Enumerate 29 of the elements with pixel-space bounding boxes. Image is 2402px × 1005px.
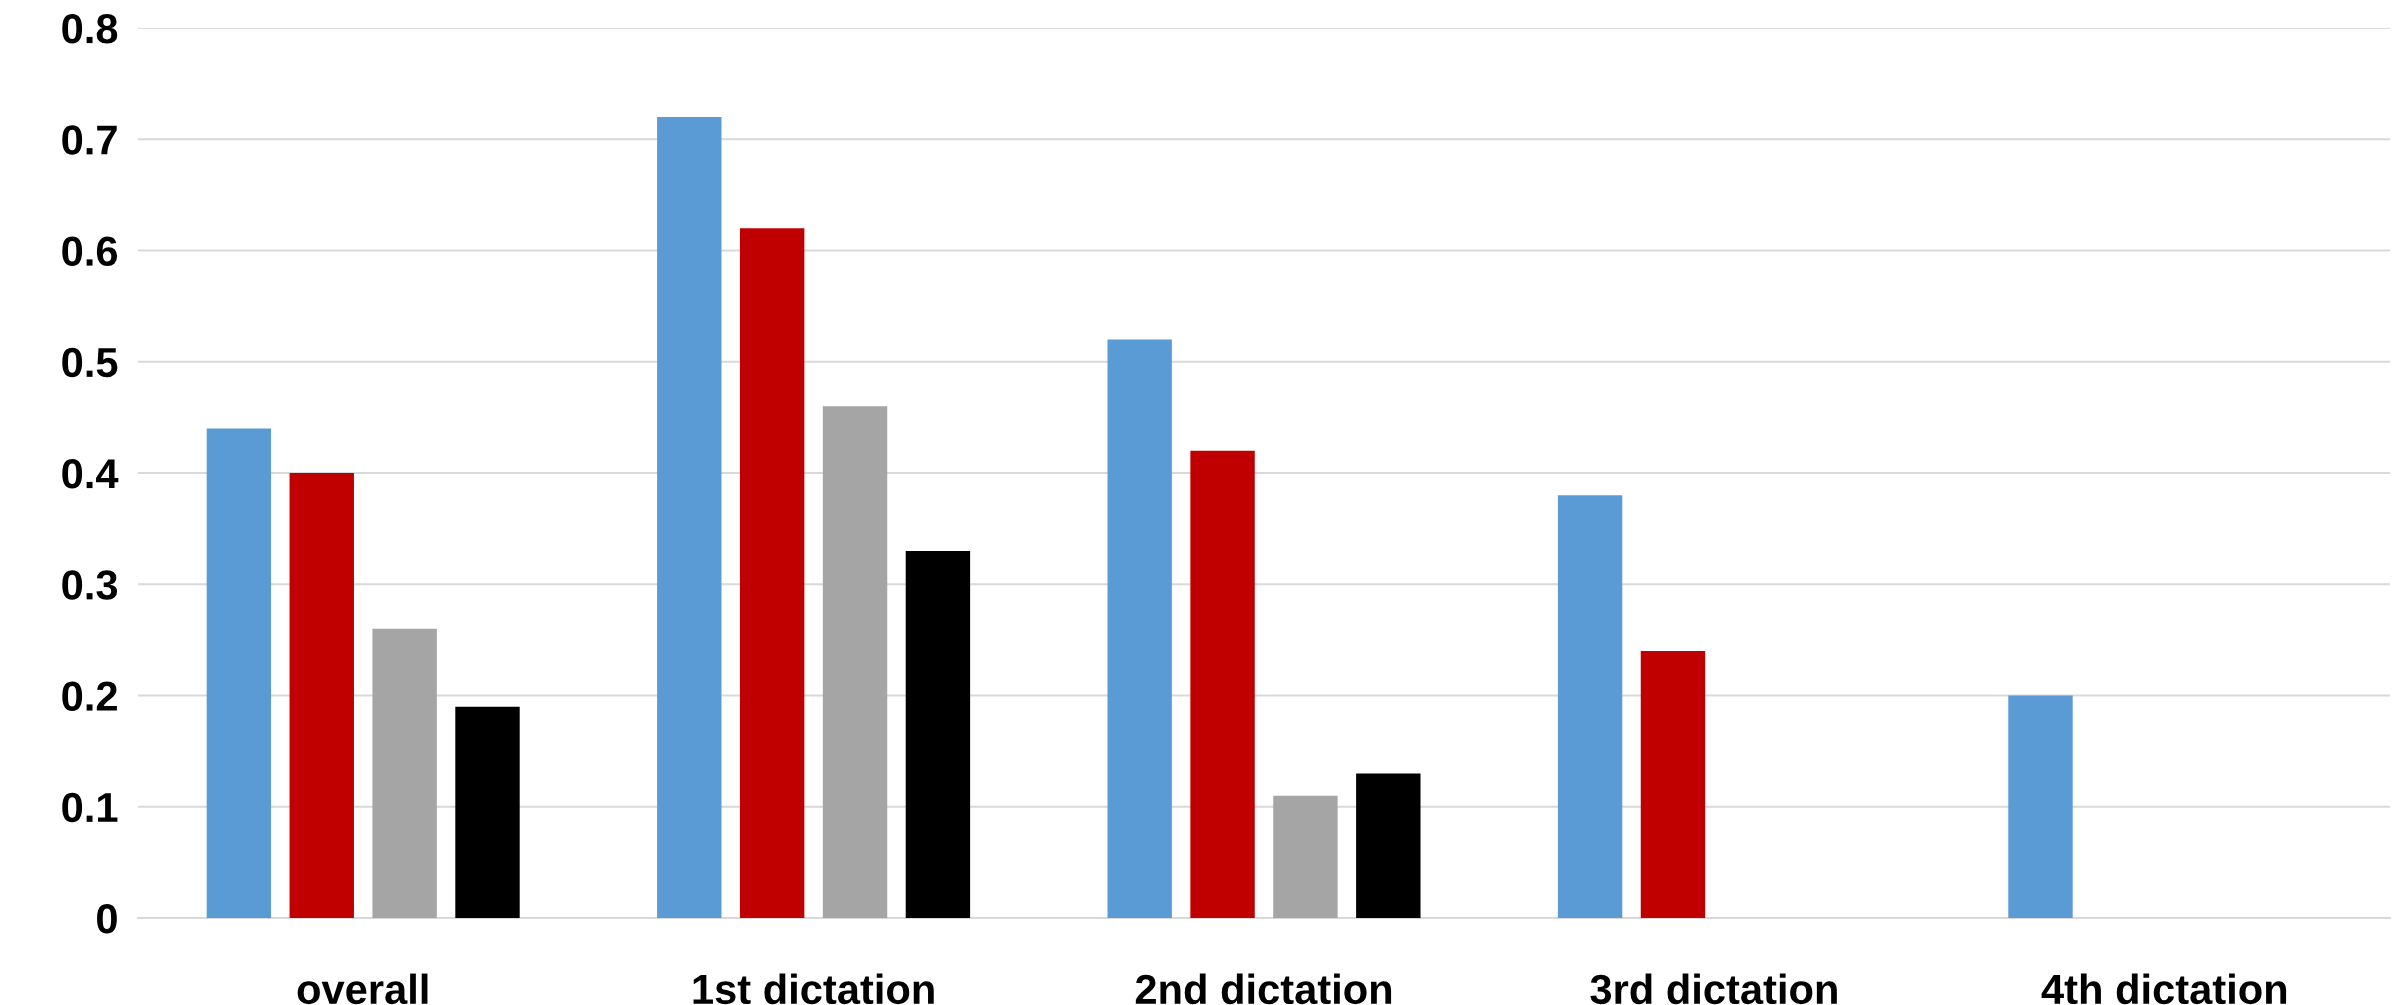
y-tick-label: 0.3	[62, 570, 118, 600]
bar	[739, 228, 805, 918]
x-tick-label: overall	[297, 973, 428, 1005]
bar	[1190, 450, 1255, 918]
bar	[289, 473, 354, 918]
y-tick-label: 0.8	[62, 14, 118, 44]
bar	[2008, 695, 2073, 918]
y-tick-label: 0.2	[62, 681, 117, 712]
x-tick-label: 1st dictation	[693, 973, 934, 1005]
y-tick-label: 0.1	[62, 792, 118, 823]
bar	[657, 117, 722, 918]
bar	[1640, 651, 1706, 918]
bar	[1107, 339, 1172, 918]
bar	[905, 550, 971, 918]
bar	[206, 428, 272, 918]
bar	[372, 628, 437, 918]
bar	[822, 406, 888, 918]
x-tick-label: 3rd dictation	[1590, 973, 1837, 1005]
y-tick-label: 0	[97, 904, 117, 934]
bar	[1557, 495, 1623, 918]
y-tick-label: 0.4	[62, 459, 119, 489]
x-tick-label: 4th dictation	[2041, 973, 2287, 1005]
y-tick-label: 0.5	[62, 347, 118, 378]
y-tick-label: 0.6	[62, 236, 118, 267]
bar	[1273, 795, 1338, 918]
bar	[455, 706, 520, 918]
x-tick-label: 2nd dictation	[1135, 973, 1392, 1005]
y-tick-label: 0.7	[62, 125, 117, 155]
bar	[1356, 773, 1421, 918]
